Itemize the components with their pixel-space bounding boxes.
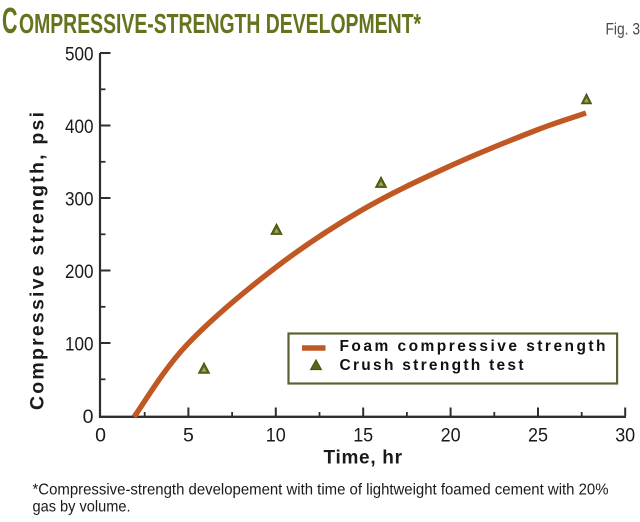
svg-text:200: 200: [65, 261, 94, 283]
svg-text:Fig. 3: Fig. 3: [606, 19, 640, 38]
svg-text:C: C: [2, 0, 18, 41]
svg-text:500: 500: [65, 43, 94, 65]
svg-text:0: 0: [95, 425, 106, 447]
svg-text:Crush strength test: Crush strength test: [340, 357, 524, 374]
svg-text:0: 0: [83, 406, 94, 428]
svg-text:300: 300: [65, 188, 94, 210]
svg-text:Foam compressive strength: Foam compressive strength: [340, 338, 606, 355]
svg-text:OMPRESSIVE-STRENGTH DEVELOPMEN: OMPRESSIVE-STRENGTH DEVELOPMENT*: [19, 8, 421, 39]
svg-text:Time, hr: Time, hr: [324, 448, 403, 469]
svg-text:100: 100: [65, 333, 94, 355]
svg-text:10: 10: [266, 425, 286, 447]
svg-text:400: 400: [65, 116, 94, 138]
svg-text:25: 25: [528, 425, 548, 447]
svg-text:5: 5: [183, 425, 194, 447]
svg-text:15: 15: [353, 425, 373, 447]
svg-text:*Compressive-strength develope: *Compressive-strength developement with …: [33, 482, 609, 499]
svg-text:20: 20: [441, 425, 461, 447]
svg-text:Compressive strength, psi: Compressive strength, psi: [27, 112, 49, 410]
svg-text:30: 30: [615, 425, 635, 447]
svg-text:gas by volume.: gas by volume.: [33, 499, 131, 516]
